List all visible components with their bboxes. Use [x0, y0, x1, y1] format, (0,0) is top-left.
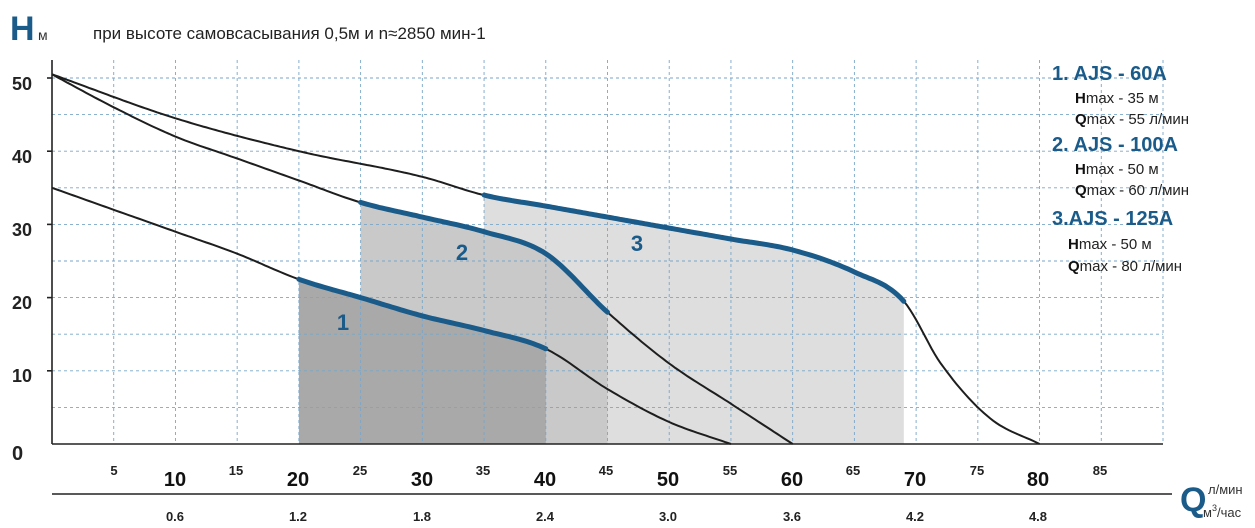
x-minor-tick-label: 25	[353, 463, 367, 478]
legend: 1. AJS - 60A Hmax - 35 м Qmax - 55 л/мин…	[1052, 63, 1189, 275]
y-tick-label: 40	[12, 147, 32, 167]
x-minor-tick-label: 55	[723, 463, 737, 478]
x-m3h-tick-label: 3.6	[783, 509, 801, 524]
y-axis-unit: м	[38, 27, 48, 43]
x-major-tick-label: 60	[781, 469, 803, 491]
x-m3h-tick-label: 2.4	[536, 509, 555, 524]
legend-qmax: Qmax - 80 л/мин	[1068, 258, 1182, 275]
y-tick-label: 50	[12, 74, 32, 94]
x-axis-unit-lmin: л/мин	[1208, 482, 1243, 497]
x-axis-unit-m3h: м3/час	[1203, 503, 1242, 520]
legend-qmax: Qmax - 55 л/мин	[1075, 111, 1189, 128]
operating-range-curve	[296, 276, 549, 352]
x-minor-tick-label: 85	[1093, 463, 1107, 478]
legend-model-title: 3.AJS - 125A	[1052, 208, 1173, 230]
legend-model-title: 2. AJS - 100A	[1052, 134, 1178, 156]
curve-label: 3	[631, 231, 643, 256]
legend-qmax: Qmax - 60 л/мин	[1075, 182, 1189, 199]
x-major-tick-label: 20	[287, 469, 309, 491]
x-major-tick-label: 50	[657, 469, 679, 491]
x-minor-tick-label: 5	[110, 463, 117, 478]
legend-hmax: Hmax - 50 м	[1068, 236, 1152, 253]
operating-range-curve	[481, 192, 907, 304]
x-axis-letter: Q	[1180, 481, 1206, 519]
x-major-tick-label: 80	[1027, 469, 1049, 491]
y-tick-label: 20	[12, 293, 32, 313]
legend-model-title: 1. AJS - 60A	[1052, 63, 1167, 85]
x-minor-tick-label: 35	[476, 463, 490, 478]
curve-label: 1	[337, 310, 349, 335]
y-tick-label: 30	[12, 220, 32, 240]
y-tick-label: 10	[12, 366, 32, 386]
x-major-tick-label: 30	[411, 469, 433, 491]
x-major-tick-label: 40	[534, 469, 556, 491]
x-m3h-tick-label: 1.8	[413, 509, 431, 524]
y-axis-letter: H	[10, 10, 35, 48]
operating-range-curve	[358, 199, 610, 315]
x-m3h-tick-label: 1.2	[289, 509, 307, 524]
x-m3h-tick-label: 3.0	[659, 509, 677, 524]
x-minor-tick-label: 75	[970, 463, 984, 478]
x-minor-tick-label: 15	[229, 463, 243, 478]
axes	[47, 60, 1172, 495]
y-zero-label: 0	[12, 443, 23, 465]
curve-label: 2	[456, 240, 468, 265]
x-major-tick-label: 70	[904, 469, 926, 491]
curves	[51, 73, 1041, 445]
legend-hmax: Hmax - 35 м	[1075, 90, 1159, 107]
chart-title: при высоте самовсасывания 0,5м и n≈2850 …	[93, 24, 486, 43]
x-major-tick-label: 10	[164, 469, 186, 491]
legend-hmax: Hmax - 50 м	[1075, 161, 1159, 178]
x-minor-tick-label: 65	[846, 463, 860, 478]
x-m3h-tick-label: 0.6	[166, 509, 184, 524]
x-m3h-tick-label: 4.2	[906, 509, 924, 524]
x-minor-tick-label: 45	[599, 463, 613, 478]
x-m3h-tick-label: 4.8	[1029, 509, 1047, 524]
